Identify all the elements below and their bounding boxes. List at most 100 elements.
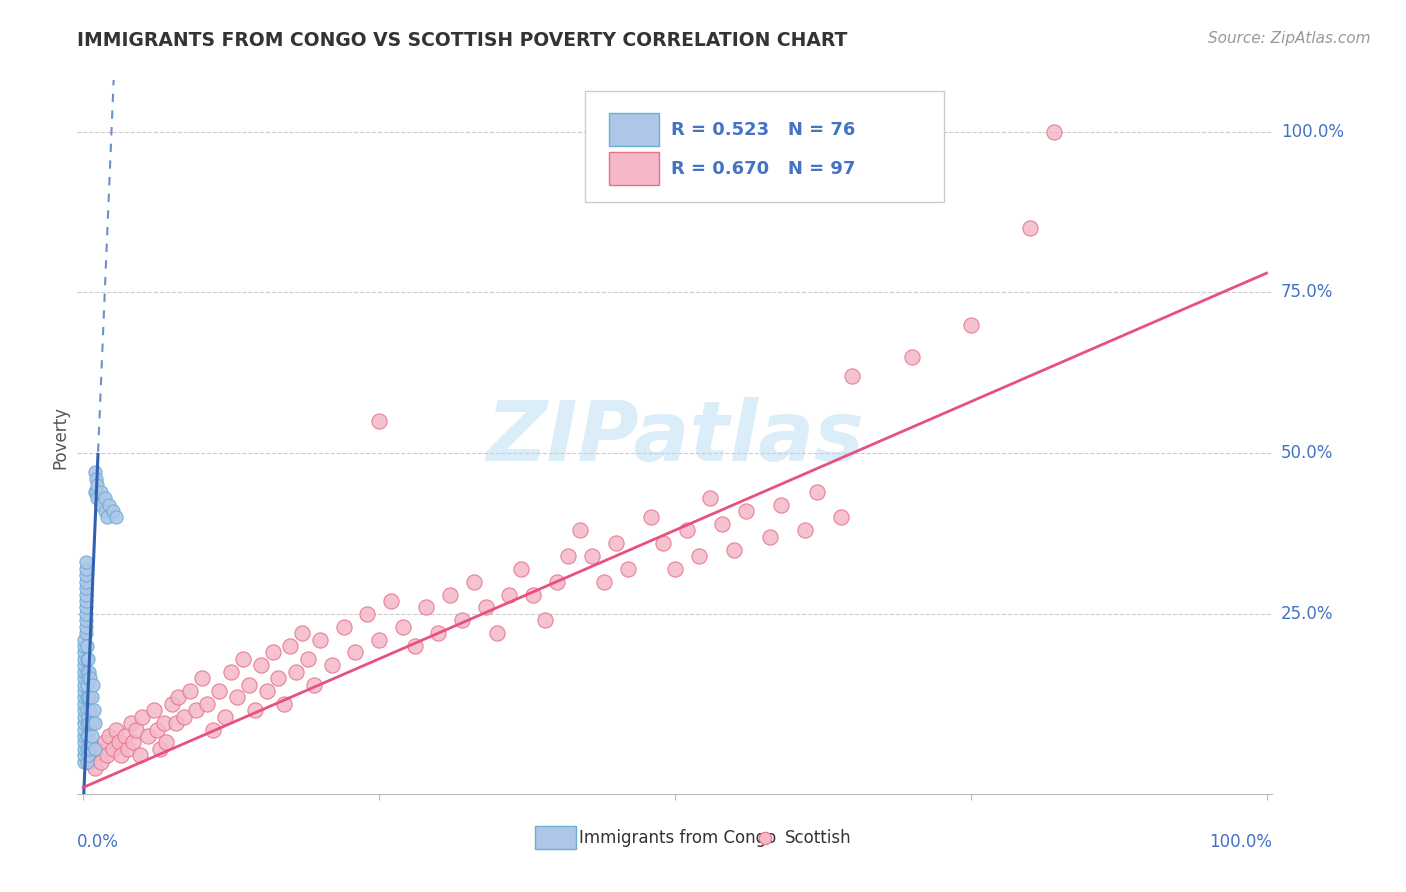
Point bbox=[73, 742, 96, 756]
Point bbox=[77, 690, 100, 705]
Point bbox=[73, 755, 96, 769]
Point bbox=[76, 690, 98, 705]
Point bbox=[616, 562, 638, 576]
Point bbox=[82, 748, 104, 763]
Point bbox=[84, 466, 107, 480]
Point bbox=[226, 690, 249, 705]
Point bbox=[155, 735, 177, 749]
Point bbox=[77, 665, 100, 679]
Point bbox=[149, 742, 172, 756]
Text: 50.0%: 50.0% bbox=[1281, 444, 1333, 462]
Point bbox=[82, 716, 104, 731]
Point bbox=[344, 645, 367, 659]
Point bbox=[73, 632, 96, 647]
Point bbox=[110, 748, 132, 763]
Text: R = 0.523   N = 76: R = 0.523 N = 76 bbox=[671, 120, 856, 138]
Point bbox=[711, 516, 734, 531]
Point bbox=[80, 690, 103, 705]
Point bbox=[368, 414, 391, 428]
Point bbox=[219, 665, 242, 679]
Point bbox=[278, 639, 301, 653]
Point bbox=[101, 504, 124, 518]
Point bbox=[533, 613, 555, 627]
Point bbox=[136, 729, 159, 743]
Text: Source: ZipAtlas.com: Source: ZipAtlas.com bbox=[1208, 31, 1371, 46]
Point bbox=[75, 581, 97, 595]
Point bbox=[640, 510, 662, 524]
Point bbox=[73, 710, 96, 724]
Point bbox=[208, 684, 231, 698]
Point bbox=[900, 350, 922, 364]
Point bbox=[202, 723, 225, 737]
Point bbox=[368, 632, 391, 647]
Point bbox=[439, 588, 461, 602]
Point bbox=[734, 504, 756, 518]
Point bbox=[77, 729, 100, 743]
Point bbox=[184, 703, 207, 717]
Point bbox=[122, 735, 145, 749]
Point bbox=[214, 710, 236, 724]
Point bbox=[73, 697, 96, 711]
Point bbox=[84, 484, 107, 499]
Text: 25.0%: 25.0% bbox=[1281, 605, 1333, 623]
Point bbox=[75, 607, 97, 621]
Point bbox=[76, 755, 98, 769]
Point bbox=[98, 498, 121, 512]
Point bbox=[297, 652, 319, 666]
Point bbox=[173, 710, 195, 724]
Point bbox=[84, 472, 107, 486]
Point bbox=[75, 613, 97, 627]
Point bbox=[190, 671, 212, 685]
Point bbox=[143, 703, 166, 717]
Text: ZIPatlas: ZIPatlas bbox=[486, 397, 863, 477]
Point bbox=[84, 742, 107, 756]
Point bbox=[332, 620, 354, 634]
Point bbox=[688, 549, 710, 563]
Point bbox=[73, 684, 96, 698]
Point bbox=[79, 703, 101, 717]
Point bbox=[77, 755, 100, 769]
Point bbox=[1042, 125, 1064, 139]
Point bbox=[86, 742, 108, 756]
Point bbox=[90, 755, 112, 769]
Point bbox=[105, 723, 128, 737]
Point bbox=[76, 742, 98, 756]
Point bbox=[232, 652, 254, 666]
Point bbox=[79, 671, 101, 685]
Y-axis label: Poverty: Poverty bbox=[51, 406, 69, 468]
Point bbox=[593, 574, 616, 589]
Point bbox=[73, 703, 96, 717]
Point bbox=[474, 600, 496, 615]
Point bbox=[145, 723, 167, 737]
Point bbox=[84, 484, 107, 499]
Text: 100.0%: 100.0% bbox=[1281, 123, 1344, 141]
Point bbox=[723, 542, 745, 557]
Point bbox=[73, 735, 96, 749]
Point bbox=[73, 748, 96, 763]
Point bbox=[605, 536, 627, 550]
Point bbox=[841, 369, 863, 384]
Point bbox=[80, 729, 103, 743]
Point bbox=[105, 510, 128, 524]
Point bbox=[249, 658, 271, 673]
Point bbox=[114, 729, 136, 743]
Point bbox=[486, 626, 509, 640]
Point bbox=[77, 690, 100, 705]
Point bbox=[664, 562, 686, 576]
Point bbox=[76, 703, 98, 717]
Point bbox=[79, 735, 101, 749]
Point bbox=[101, 742, 124, 756]
Point bbox=[73, 665, 96, 679]
Point bbox=[93, 491, 115, 505]
Point bbox=[806, 484, 828, 499]
Point bbox=[86, 478, 108, 492]
Point bbox=[125, 723, 148, 737]
Point bbox=[96, 510, 118, 524]
Point bbox=[167, 690, 190, 705]
Point bbox=[84, 716, 107, 731]
Point bbox=[404, 639, 426, 653]
Text: Scottish: Scottish bbox=[785, 830, 852, 847]
Point bbox=[758, 530, 780, 544]
Point bbox=[77, 652, 100, 666]
Point bbox=[451, 613, 474, 627]
